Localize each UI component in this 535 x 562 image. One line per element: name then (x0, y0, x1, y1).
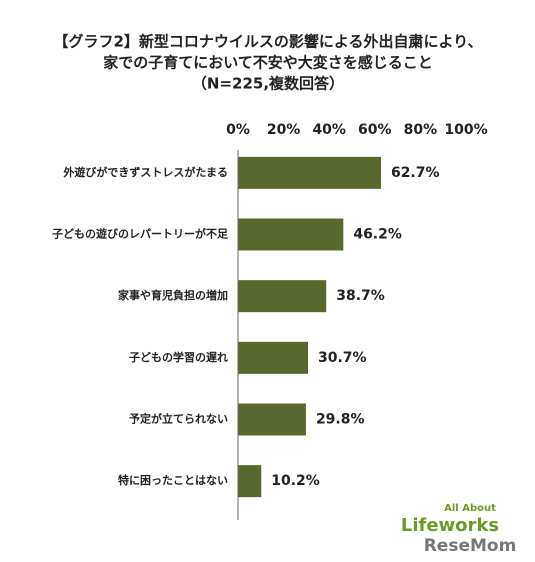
value-label: 46.2% (353, 227, 402, 243)
logo-site: ReseMom (424, 536, 517, 556)
chart-title: 【グラフ2】新型コロナウイルスの影響による外出自粛により、 (53, 33, 482, 51)
bar (238, 341, 308, 374)
x-tick-label: 0% (226, 122, 250, 138)
category-label: 子どもの学習の遅れ (129, 350, 228, 364)
bar (238, 465, 262, 498)
value-label: 30.7% (318, 350, 367, 366)
category-label: 予定が立てられない (129, 412, 228, 426)
chart-title: 家での子育てにおいて不安や大変さを感じること (103, 54, 433, 72)
logo-brand: All About (444, 503, 496, 514)
bar (238, 403, 306, 436)
category-label: 特に困ったことはない (118, 473, 228, 487)
x-tick-label: 40% (312, 122, 346, 138)
x-tick-label: 20% (267, 122, 301, 138)
chart-title: （N=225,複数回答） (192, 75, 344, 93)
value-label: 29.8% (316, 412, 365, 428)
category-label: 子どもの遊びのレパートリーが不足 (52, 227, 229, 241)
value-label: 62.7% (391, 165, 440, 181)
category-label: 家事や育児負担の増加 (118, 288, 228, 302)
logo-name: Lifeworks (401, 515, 499, 536)
bar (238, 280, 327, 313)
x-tick-label: 60% (358, 122, 392, 138)
value-label: 10.2% (271, 473, 320, 489)
x-tick-label: 80% (404, 122, 438, 138)
x-tick-label: 100% (444, 122, 487, 138)
category-label: 外遊びができずストレスがたまる (62, 165, 228, 179)
value-label: 38.7% (336, 288, 385, 304)
bar (238, 218, 344, 251)
bar (238, 156, 381, 189)
